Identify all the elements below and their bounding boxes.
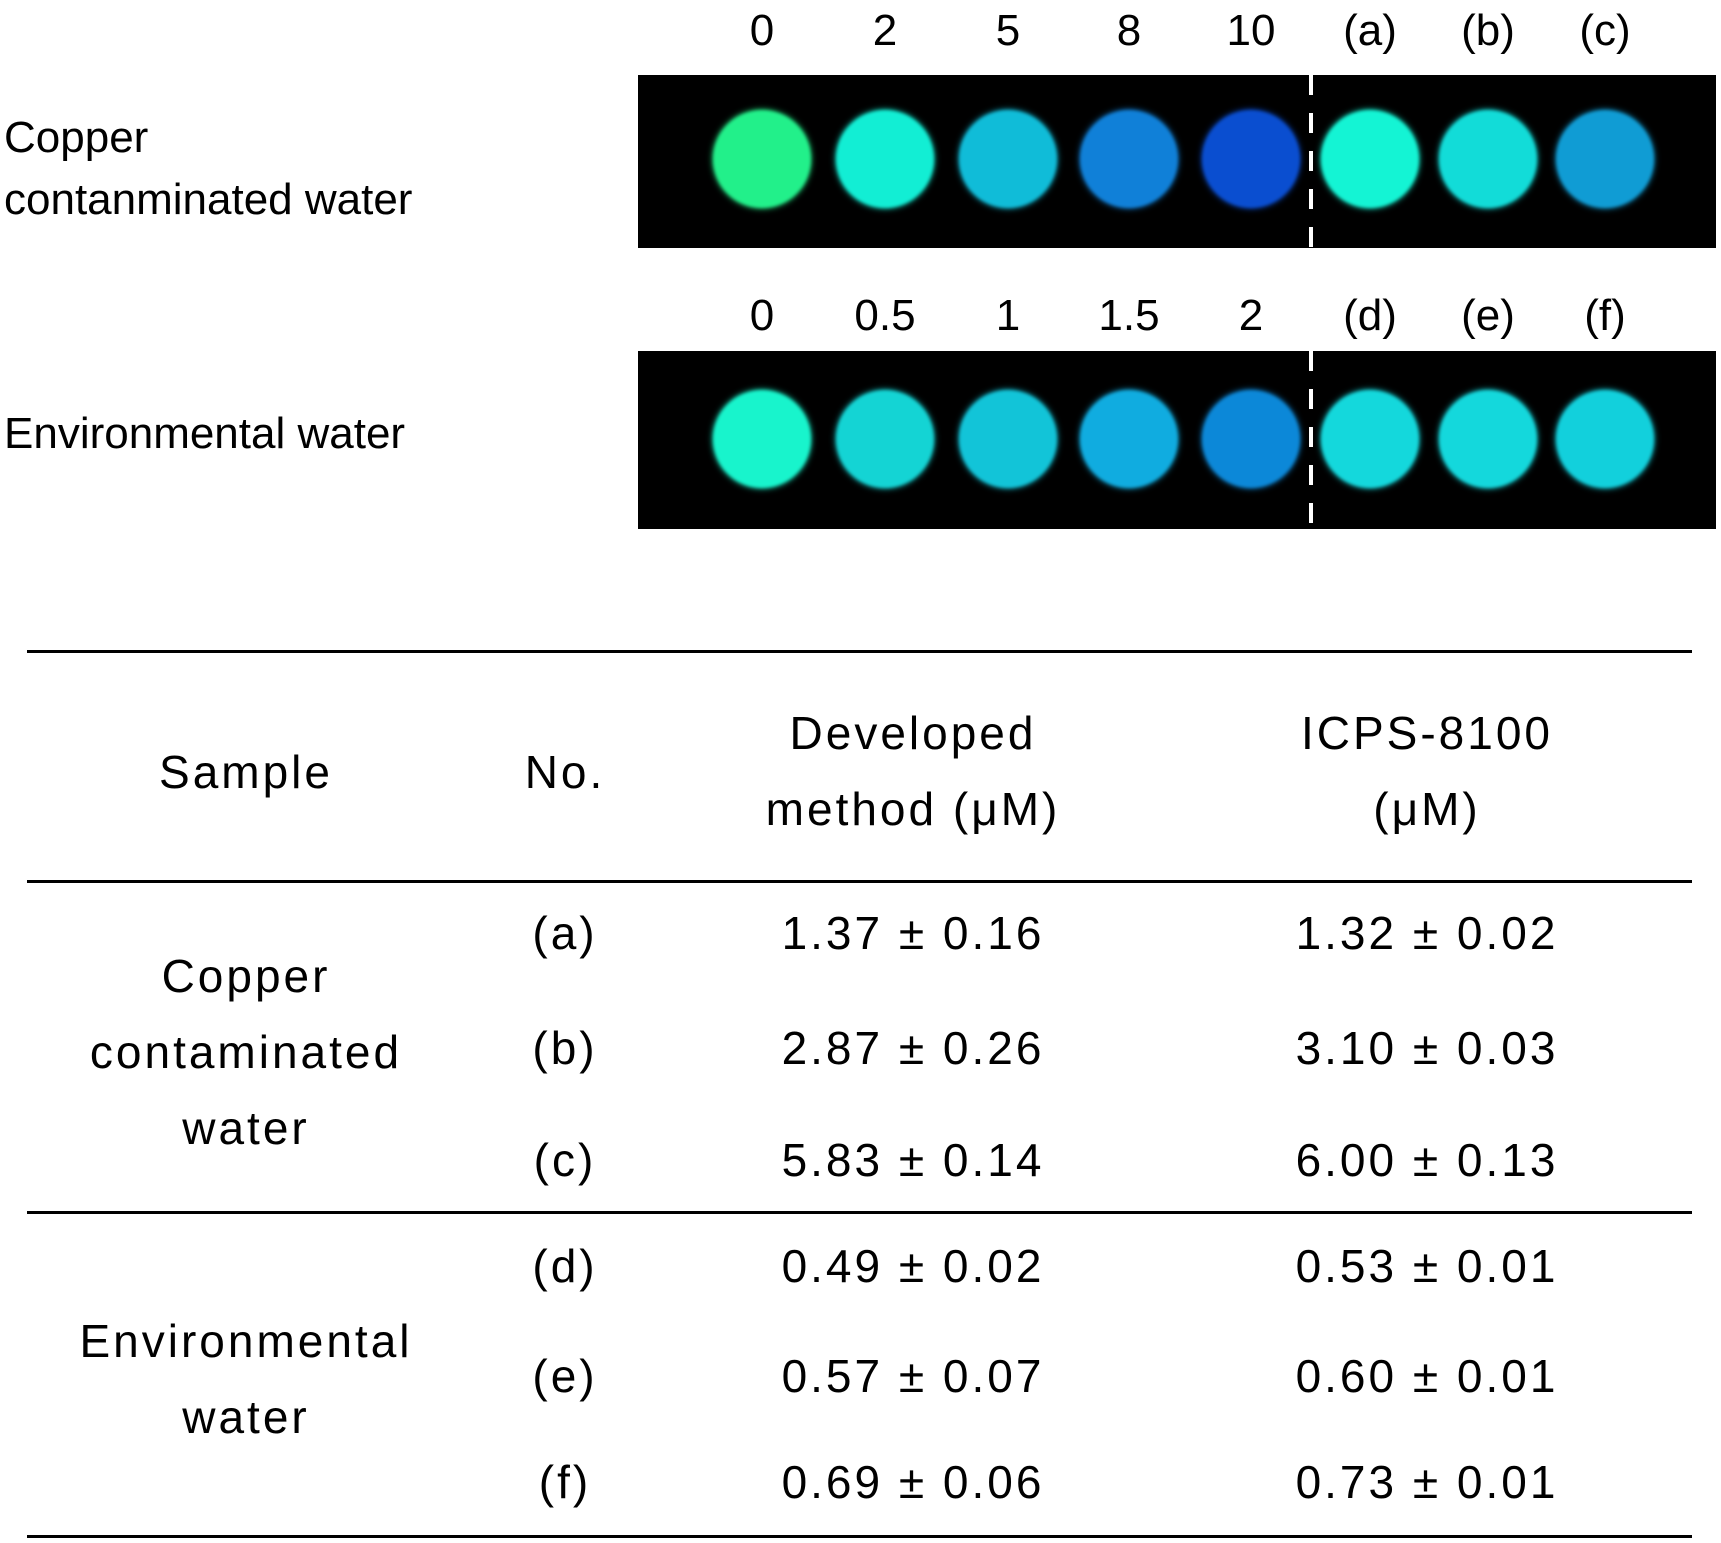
row-label-line: Environmental water	[4, 409, 406, 458]
fluorescent-spot	[713, 110, 811, 208]
header-sample: Sample	[159, 746, 333, 798]
fluorescent-spot	[959, 390, 1057, 488]
fluorescent-spot	[1556, 390, 1654, 488]
column-label: 2	[872, 6, 898, 55]
table-group-rule	[27, 1211, 1692, 1214]
table-header-rule	[27, 880, 1692, 883]
table-cell-icps: 1.32 ± 0.02	[1295, 907, 1559, 959]
table-cell-icps: 0.53 ± 0.01	[1295, 1240, 1559, 1292]
sample-line: Copper	[161, 950, 331, 1002]
table-cell-developed: 0.69 ± 0.06	[781, 1456, 1045, 1508]
column-label: 0.5	[854, 291, 916, 340]
header-line: Developed	[789, 707, 1037, 759]
sample-line: water	[182, 1102, 310, 1154]
sample-line: Environmental	[79, 1315, 413, 1367]
table-cell-no: (e)	[532, 1350, 598, 1402]
sample-copper: Copper contaminated water	[90, 938, 402, 1166]
row-label-line: contanminated water	[4, 175, 413, 224]
column-label: 5	[995, 6, 1021, 55]
header-line: method (μM)	[765, 783, 1061, 835]
divider-dashed-line	[1309, 75, 1313, 248]
column-label: 0	[749, 291, 775, 340]
fluorescent-spot	[1321, 390, 1419, 488]
header-icps: ICPS-8100 (μM)	[1301, 695, 1553, 847]
column-label: (b)	[1461, 6, 1515, 55]
row-label-line: Copper	[4, 113, 149, 162]
row-label-environmental: Environmental water	[4, 403, 405, 465]
fluorescent-spot	[1202, 110, 1300, 208]
column-label: 10	[1226, 6, 1276, 55]
row-label-copper: Copper contanminated water	[4, 107, 412, 231]
fluorescent-spot	[836, 110, 934, 208]
header-developed: Developed method (μM)	[766, 695, 1061, 847]
divider-dashed-line	[1309, 351, 1313, 529]
table-cell-icps: 6.00 ± 0.13	[1295, 1134, 1559, 1186]
table-bottom-rule	[27, 1535, 1692, 1538]
fluorescence-panel-copper	[638, 75, 1716, 248]
fluorescent-spot	[1439, 390, 1537, 488]
column-label: (f)	[1584, 291, 1626, 340]
fluorescent-spot	[1080, 110, 1178, 208]
table-cell-icps: 0.73 ± 0.01	[1295, 1456, 1559, 1508]
header-no: No.	[524, 746, 606, 798]
table-cell-developed: 2.87 ± 0.26	[781, 1022, 1045, 1074]
table-top-rule	[27, 650, 1692, 653]
sample-line: contaminated	[89, 1026, 403, 1078]
sample-line: water	[182, 1391, 310, 1443]
table-cell-no: (c)	[533, 1134, 597, 1186]
fluorescent-spot	[1556, 110, 1654, 208]
table-cell-no: (d)	[532, 1240, 598, 1292]
table-cell-icps: 3.10 ± 0.03	[1295, 1022, 1559, 1074]
column-label: (c)	[1579, 6, 1631, 55]
fluorescent-spot	[959, 110, 1057, 208]
column-label: 0	[749, 6, 775, 55]
fluorescent-spot	[1321, 110, 1419, 208]
table-cell-no: (a)	[532, 907, 598, 959]
column-label: (d)	[1343, 291, 1397, 340]
fluorescence-panel-environmental	[638, 351, 1716, 529]
column-label: 8	[1116, 6, 1142, 55]
table-cell-no: (b)	[532, 1022, 598, 1074]
header-line: ICPS-8100	[1300, 707, 1554, 759]
column-label: 1	[995, 291, 1021, 340]
column-label: 1.5	[1098, 291, 1160, 340]
column-label: (a)	[1343, 6, 1397, 55]
fluorescent-spot	[1439, 110, 1537, 208]
table-cell-developed: 1.37 ± 0.16	[781, 907, 1045, 959]
column-label: 2	[1238, 291, 1264, 340]
fluorescent-spot	[713, 390, 811, 488]
fluorescent-spot	[836, 390, 934, 488]
header-line: (μM)	[1373, 783, 1481, 835]
column-label: (e)	[1461, 291, 1515, 340]
sample-environmental: Environmental water	[79, 1303, 412, 1455]
table-cell-developed: 0.49 ± 0.02	[781, 1240, 1045, 1292]
table-cell-icps: 0.60 ± 0.01	[1295, 1350, 1559, 1402]
fluorescent-spot	[1080, 390, 1178, 488]
table-cell-developed: 5.83 ± 0.14	[781, 1134, 1045, 1186]
table-cell-developed: 0.57 ± 0.07	[781, 1350, 1045, 1402]
table-cell-no: (f)	[538, 1456, 592, 1508]
fluorescent-spot	[1202, 390, 1300, 488]
